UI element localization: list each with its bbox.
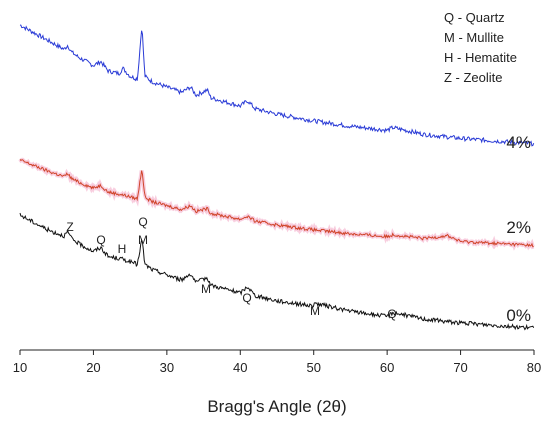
- peak-label: Z: [66, 220, 73, 234]
- x-tick-label: 10: [13, 360, 27, 375]
- x-axis-label: Bragg's Angle (2θ): [207, 397, 346, 416]
- x-ticks: 10 20 30 40 50 60 70 80: [13, 350, 541, 375]
- peak-label: H: [118, 242, 127, 256]
- series-line-2-percent: [19, 158, 534, 248]
- peak-label: Q: [96, 233, 105, 247]
- x-tick-label: 70: [453, 360, 467, 375]
- legend-entry-quartz: Q - Quartz: [444, 10, 505, 25]
- series-line-4-percent: [19, 24, 535, 147]
- x-tick-label: 30: [160, 360, 174, 375]
- peak-label: Q: [387, 307, 396, 321]
- series-label-4-percent: 4%: [506, 133, 531, 152]
- x-tick-label: 50: [306, 360, 320, 375]
- x-tick-label: 60: [380, 360, 394, 375]
- x-tick-label: 40: [233, 360, 247, 375]
- series-line-0-percent: [19, 212, 535, 331]
- series-curves: [18, 24, 535, 331]
- peak-label: Q: [138, 215, 147, 229]
- x-axis: 10 20 30 40 50 60 70 80 Bragg's Angle (2θ): [13, 349, 541, 416]
- peak-label: Q: [242, 291, 251, 305]
- legend-entry-zeolite: Z - Zeolite: [444, 70, 503, 85]
- series-labels: 4% 2% 0%: [506, 133, 531, 325]
- legend-entry-hematite: H - Hematite: [444, 50, 517, 65]
- x-tick-label: 20: [86, 360, 100, 375]
- series-label-0-percent: 0%: [506, 306, 531, 325]
- x-tick-label: 80: [527, 360, 541, 375]
- peak-label: M: [201, 282, 211, 296]
- legend-entry-mullite: M - Mullite: [444, 30, 504, 45]
- legend: Q - Quartz M - Mullite H - Hematite Z - …: [444, 10, 517, 85]
- peak-label: M: [138, 233, 148, 247]
- series-label-2-percent: 2%: [506, 218, 531, 237]
- peak-label: M: [310, 304, 320, 318]
